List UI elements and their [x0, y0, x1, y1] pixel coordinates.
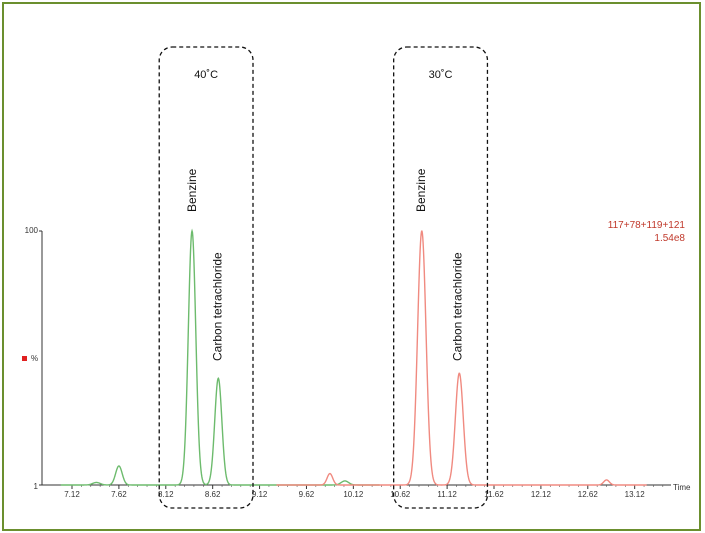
x-tick-label: 12.12 [531, 490, 552, 499]
x-tick-label: 11.62 [484, 490, 504, 499]
x-tick-label: 9.12 [252, 490, 268, 499]
traces [60, 228, 647, 486]
x-tick-label: 13.12 [625, 490, 646, 499]
peak-label: Carbon tetrachloride [450, 252, 464, 361]
annotation-intensity: 1.54e8 [654, 233, 685, 244]
peak-labels: Benzine Carbon tetrachloride Benzine Carbon… [185, 168, 464, 361]
x-axis-label: Time [673, 483, 691, 492]
x-tick-label: 10.12 [343, 490, 364, 499]
y-axis-label: % [31, 354, 38, 363]
peak-label: Benzine [414, 168, 428, 212]
peak-label: Carbon tetrachloride [210, 252, 224, 361]
x-tick-label: 8.62 [205, 490, 221, 499]
region-box [158, 46, 254, 509]
x-tick-label: 9.62 [299, 490, 315, 499]
x-tick-label: 12.62 [578, 490, 599, 499]
trace-line [276, 230, 647, 486]
trace-line [60, 228, 380, 486]
region-label: 30˚C [429, 69, 453, 81]
y-tick-bottom: 1 [34, 482, 39, 491]
annotation-ions: 117+78+119+121 [608, 220, 686, 231]
x-tick-label: 11.12 [437, 490, 457, 499]
x-tick-label: 10.62 [390, 490, 411, 499]
region-box [393, 46, 489, 509]
axes: 7.12 7.62 8.12 8.62 9.12 9.62 10.12 10.62 11.12 1… [39, 230, 671, 499]
region-label: 40˚C [194, 69, 218, 81]
series-marker [22, 356, 27, 361]
x-tick-label: 7.62 [111, 490, 127, 499]
y-tick-top: 100 [25, 226, 39, 235]
x-tick-label: 8.12 [158, 490, 174, 499]
peak-label: Benzine [185, 168, 199, 212]
temperature-regions: 40˚C 30˚C [158, 46, 489, 509]
x-tick-label: 7.12 [64, 490, 80, 499]
